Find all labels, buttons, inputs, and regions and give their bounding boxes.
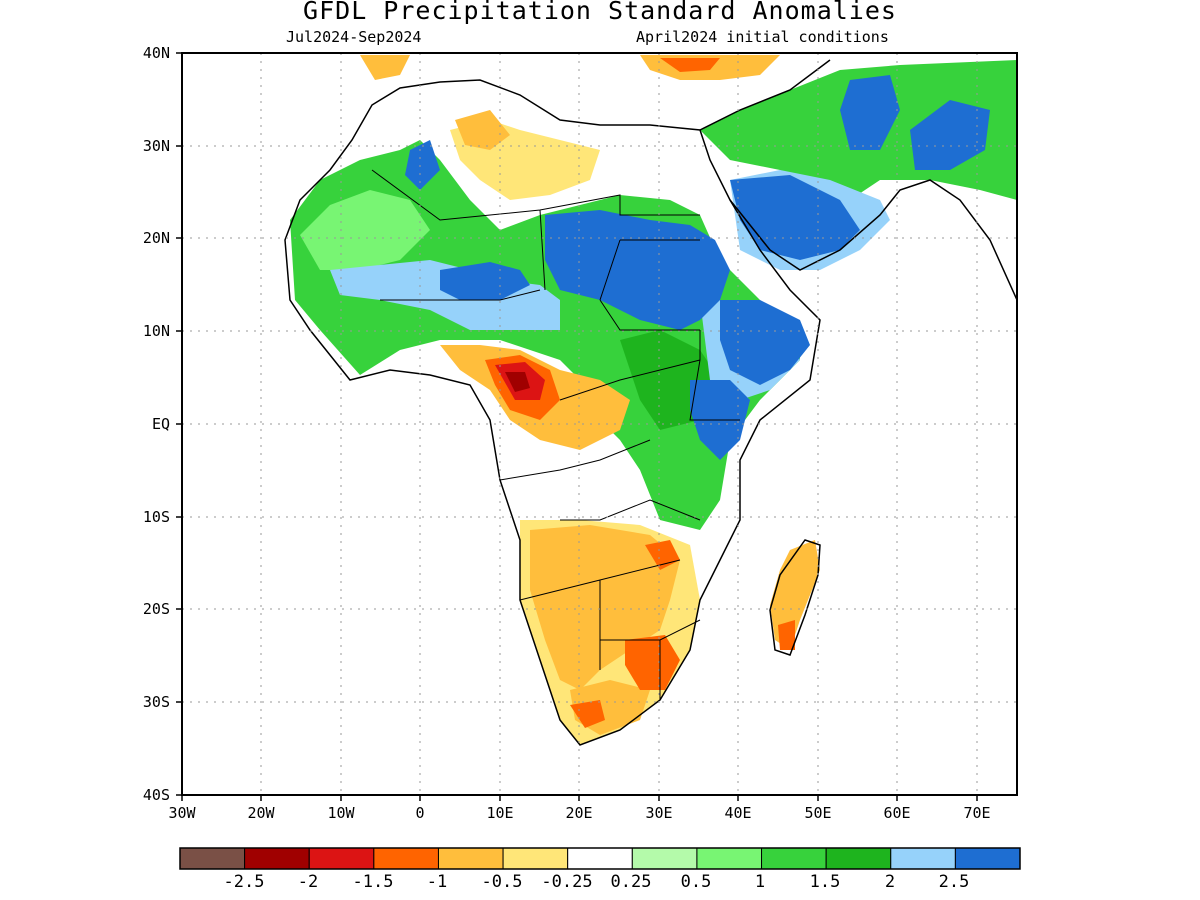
colorbar-label: 2	[884, 872, 896, 892]
lon-label-50e: 50E	[804, 804, 832, 822]
lon-label-20e: 20E	[565, 804, 593, 822]
blue-arabia	[730, 175, 860, 260]
lon-label-20w: 20W	[247, 804, 275, 822]
colorbar-swatch	[696, 847, 763, 870]
lat-label-10s: 10S	[142, 508, 170, 526]
colorbar-frame	[179, 847, 1021, 870]
colorbar-swatch	[244, 847, 310, 870]
period-subtitle: Jul2024-Sep2024	[286, 28, 422, 46]
blue-sahara-spot	[405, 140, 440, 190]
darkorange-capetown	[570, 700, 605, 728]
darkred-cameroon	[505, 372, 530, 392]
colorbar-swatch	[761, 847, 827, 870]
colorbar-label: -2.5	[223, 872, 265, 892]
colorbar-label: 1.5	[809, 872, 841, 892]
orange-iberia	[360, 55, 410, 80]
blue-west-sahel	[440, 262, 530, 300]
colorbar-swatch	[373, 847, 439, 870]
lon-label-10w: 10W	[327, 804, 355, 822]
orange-southern-africa	[530, 525, 680, 690]
colorbar-swatch	[179, 847, 246, 870]
colorbar-swatch	[502, 847, 569, 870]
colorbar-label: -0.25	[541, 872, 593, 892]
lat-label-30n: 30N	[142, 137, 170, 155]
colorbar	[179, 847, 1021, 870]
lat-label-20s: 20S	[142, 600, 170, 618]
graticule	[182, 53, 1017, 795]
lon-label-40e: 40E	[724, 804, 752, 822]
lon-label-30w: 30W	[168, 804, 196, 822]
anomaly-field	[284, 55, 1017, 746]
darkorange-southafrica	[625, 635, 680, 690]
lat-label-30s: 30S	[142, 693, 170, 711]
colorbar-swatch	[437, 847, 504, 870]
colorbar-label: -1	[426, 872, 448, 892]
colorbar-label: 0.5	[680, 872, 712, 892]
darkorange-madagascar	[778, 620, 795, 650]
axis-ticks	[176, 52, 978, 801]
country-borders	[371, 169, 740, 700]
blue-pakistan	[910, 100, 990, 170]
colorbar-swatch	[825, 847, 892, 870]
lat-label-40s: 40S	[142, 786, 170, 804]
colorbar-swatch	[890, 847, 956, 870]
orange-madagascar	[770, 540, 820, 650]
initial-conditions-subtitle: April2024 initial conditions	[636, 28, 889, 46]
darkorange-mediterranean	[660, 58, 720, 72]
lightblue-sahel	[330, 260, 560, 330]
orange-sahara	[455, 110, 510, 150]
lon-label-10e: 10E	[486, 804, 514, 822]
colorbar-swatch	[631, 847, 698, 870]
map-title: GFDL Precipitation Standard Anomalies	[303, 0, 897, 25]
lat-label-40n: 40N	[142, 44, 170, 62]
colorbar-swatch	[308, 847, 375, 870]
colorbar-label: 1	[754, 872, 766, 892]
blue-ethiopia	[720, 300, 810, 385]
colorbar-swatch	[954, 847, 1021, 870]
colorbar-label: -2	[297, 872, 319, 892]
lon-label-60e: 60E	[883, 804, 911, 822]
lat-label-20n: 20N	[142, 229, 170, 247]
lat-label-eq: EQ	[151, 415, 170, 433]
colorbar-label: 2.5	[938, 872, 970, 892]
colorbar-label: -0.5	[481, 872, 523, 892]
colorbar-label: -1.5	[352, 872, 394, 892]
blue-iran	[840, 75, 900, 150]
lon-label-70e: 70E	[963, 804, 991, 822]
madagascar-coastline	[769, 539, 821, 656]
africa-coastline	[284, 79, 821, 746]
colorbar-swatch	[567, 847, 633, 870]
lat-label-10n: 10N	[142, 322, 170, 340]
green-light-sahel	[300, 190, 430, 270]
lon-label-30e: 30E	[645, 804, 673, 822]
colorbar-label: 0.25	[610, 872, 652, 892]
arabia-coastline	[699, 59, 1017, 301]
lon-label-0: 0	[415, 804, 425, 822]
